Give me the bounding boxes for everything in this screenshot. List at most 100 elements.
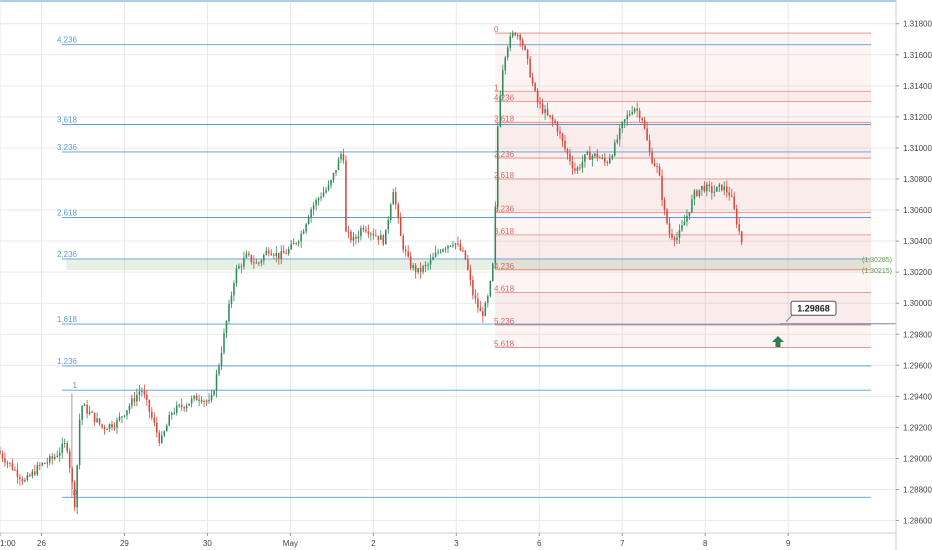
candle-body (317, 198, 320, 201)
time-tick-label: 3 (454, 539, 459, 548)
candle-body (703, 185, 706, 192)
candle-body (193, 395, 195, 399)
candle-body (141, 390, 143, 392)
candle-body (666, 209, 668, 224)
price-tick-label: 1.30600 (903, 206, 932, 215)
candle-body (449, 245, 452, 247)
candle-body (6, 462, 9, 464)
candle-body (633, 108, 636, 112)
fib-b-level-label: 2.236 (494, 150, 515, 159)
candle-body (111, 424, 113, 428)
up-arrow-icon (772, 336, 784, 348)
candle-body (63, 443, 66, 445)
fib-b-band (495, 101, 872, 123)
candle-body (335, 169, 337, 173)
candle-body (556, 123, 559, 132)
candle-body (716, 186, 718, 192)
candle-body (539, 102, 541, 104)
candle-body (118, 416, 121, 420)
candle-body (268, 250, 270, 254)
candle-body (382, 235, 385, 245)
candle-body (78, 419, 81, 466)
candle-body (691, 199, 693, 213)
candle-body (24, 479, 26, 482)
candle-body (601, 157, 604, 159)
candle-body (360, 227, 362, 237)
fib-b-level-label: 2.618 (494, 171, 515, 180)
candle-body (175, 405, 178, 413)
candle-body (165, 425, 168, 432)
candle-body (549, 114, 551, 117)
candle-body (19, 476, 21, 480)
candle-body (88, 411, 91, 414)
candle-body (564, 140, 566, 150)
candle-body (735, 208, 738, 225)
candle-body (586, 151, 589, 155)
fib-a-level-label: 3.618 (57, 116, 78, 125)
candle-body (541, 103, 544, 113)
candle-body (472, 280, 474, 296)
candle-body (287, 249, 290, 254)
candle-body (394, 192, 397, 205)
candle-body (39, 464, 41, 466)
candle-body (46, 462, 49, 464)
candle-body (340, 154, 342, 160)
candle-body (725, 186, 728, 193)
candle-body (511, 32, 514, 37)
candle-body (561, 133, 564, 141)
candle-body (464, 250, 467, 260)
candle-body (68, 451, 71, 469)
candle-body (253, 262, 255, 264)
candle-body (713, 191, 716, 193)
fib-b-band (495, 33, 872, 92)
candle-body (275, 252, 278, 257)
candle-body (96, 418, 98, 422)
price-tick-label: 1.30400 (903, 237, 932, 246)
candle-body (658, 166, 661, 176)
candle-body (623, 119, 626, 122)
candle-body (671, 233, 673, 238)
fib-b-band (495, 212, 872, 235)
candle-body (49, 456, 51, 463)
candle-body (728, 192, 731, 196)
candle-body (320, 196, 322, 199)
candle-body (656, 166, 658, 168)
candle-body (365, 229, 367, 232)
fib-b-band (495, 269, 872, 293)
candle-body (673, 237, 676, 241)
candle-body (738, 224, 740, 232)
candle-body (355, 236, 357, 239)
candle-body (499, 95, 502, 127)
candle-body (146, 394, 148, 400)
candle-body (454, 243, 457, 246)
candle-body (163, 431, 166, 436)
candle-body (604, 157, 606, 163)
candle-body (385, 229, 387, 245)
candle-body (516, 34, 519, 36)
candle-body (412, 265, 414, 269)
candle-body (529, 58, 531, 78)
fib-b-level-label: 0 (494, 25, 499, 34)
candle-body (26, 475, 29, 480)
candle-body (536, 90, 539, 103)
candle-body (195, 395, 198, 401)
candle-body (492, 263, 494, 282)
candle-body (151, 411, 153, 418)
fib-extension-b[interactable]: 014.2363.6182.2362.6183.2363.6184.2364.6… (494, 25, 872, 348)
candle-body (203, 400, 205, 402)
fib-b-band (495, 158, 872, 179)
candle-body (534, 83, 536, 91)
candle-body (740, 231, 743, 243)
candle-body (362, 227, 365, 230)
candle-body (86, 404, 88, 414)
candle-body (290, 244, 292, 250)
candle-body (327, 185, 330, 190)
candle-body (158, 432, 161, 443)
price-tick-label: 1.30800 (903, 175, 932, 184)
candle-body (609, 158, 611, 164)
candle-body (91, 411, 93, 413)
price-tick-label: 1.31200 (903, 113, 932, 122)
candle-body (584, 154, 586, 162)
